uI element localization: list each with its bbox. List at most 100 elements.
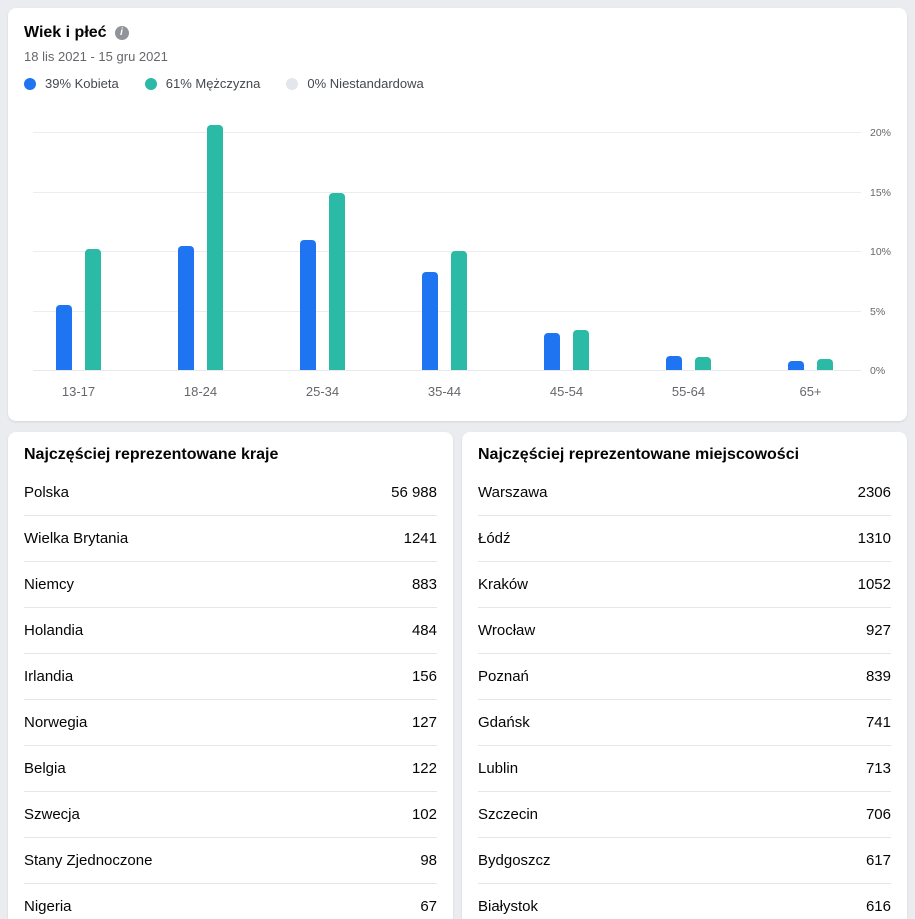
gridline-0% — [33, 370, 861, 371]
bar-group-45-54 — [544, 329, 589, 370]
bar-group-35-44 — [422, 251, 467, 370]
country-row-polska: Polska 56 988 — [24, 470, 437, 516]
city-row-szczecin: Szczecin 706 — [478, 792, 891, 838]
bar-kobieta-13-17[interactable] — [56, 304, 72, 370]
city-row-label: Lublin — [478, 760, 519, 777]
country-row-label: Niemcy — [24, 576, 75, 593]
city-row-value: 706 — [865, 806, 891, 823]
age-gender-chart: 20% 15% 10% 5% 0% — [33, 115, 892, 377]
country-row-label: Holandia — [24, 622, 84, 639]
age-gender-card: Wiek i płeć i 18 lis 2021 - 15 gru 2021 … — [8, 8, 907, 421]
x-axis: 13-17 18-24 25-34 35-44 45-54 55-64 65+ — [33, 384, 891, 399]
country-row-value: 67 — [420, 898, 437, 915]
chart-bars — [33, 115, 861, 370]
y-tick-10%: 10% — [870, 246, 892, 258]
country-row-label: Wielka Brytania — [24, 530, 129, 547]
country-row-nigeria: Nigeria 67 — [24, 884, 437, 919]
gridline-5% — [33, 310, 861, 312]
x-axis-labels: 13-17 18-24 25-34 35-44 45-54 55-64 65+ — [33, 384, 861, 399]
y-tick-15%: 15% — [870, 186, 892, 199]
city-row-label: Gdańsk — [478, 714, 530, 731]
legend-item-label: 39% Kobieta — [45, 76, 119, 91]
bar-group-25-34 — [300, 192, 345, 370]
country-row-label: Nigeria — [24, 898, 72, 915]
cities-card: Najczęściej reprezentowane miejscowości … — [462, 432, 907, 919]
y-axis: 20% 15% 10% 5% 0% — [861, 115, 892, 377]
city-row-value: 927 — [865, 622, 891, 639]
gridline-20% — [33, 132, 861, 133]
legend-item-0: 39% Kobieta — [24, 76, 119, 91]
cities-list: Warszawa 2306 Łódź 1310 Kraków 1052 Wrocław 927… — [478, 470, 891, 919]
bar-mężczyzna-65+[interactable] — [817, 359, 833, 370]
country-row-label: Belgia — [24, 760, 66, 777]
country-row-belgia: Belgia 122 — [24, 746, 437, 792]
y-tick-5%: 5% — [870, 305, 886, 318]
city-row-poznań: Poznań 839 — [478, 654, 891, 700]
x-label-35-44: 35-44 — [427, 384, 462, 399]
country-row-value: 484 — [411, 622, 437, 639]
country-row-label: Stany Zjednoczone — [24, 852, 153, 869]
country-row-irlandia: Irlandia 156 — [24, 654, 437, 700]
country-row-stany-zjednoczone: Stany Zjednoczone 98 — [24, 838, 437, 884]
country-row-value: 102 — [411, 806, 437, 823]
country-row-value: 156 — [411, 668, 437, 685]
bar-mężczyzna-45-54[interactable] — [573, 329, 589, 370]
bar-mężczyzna-13-17[interactable] — [85, 248, 101, 370]
x-label-18-24: 18-24 — [183, 384, 218, 399]
city-row-value: 1052 — [857, 576, 891, 593]
country-row-label: Szwecja — [24, 806, 80, 823]
bar-kobieta-25-34[interactable] — [300, 240, 316, 370]
bar-mężczyzna-18-24[interactable] — [207, 124, 223, 370]
y-tick-0%: 0% — [870, 365, 886, 377]
bar-group-13-17 — [56, 248, 101, 370]
bar-mężczyzna-25-34[interactable] — [329, 192, 345, 370]
city-row-value: 2306 — [857, 484, 891, 501]
legend-dot-icon — [144, 77, 157, 90]
age-gender-title: Wiek i płeć — [24, 24, 107, 41]
bar-mężczyzna-55-64[interactable] — [695, 356, 711, 370]
chart-legend: 39% Kobieta 61% Mężczyzna 0% Niestandardow… — [24, 76, 891, 91]
city-row-label: Poznań — [478, 668, 529, 685]
country-row-szwecja: Szwecja 102 — [24, 792, 437, 838]
bar-mężczyzna-35-44[interactable] — [451, 251, 467, 370]
bottom-cards-row: Najczęściej reprezentowane kraje Polska 5… — [8, 432, 907, 919]
x-label-45-54: 45-54 — [549, 384, 584, 399]
bar-kobieta-55-64[interactable] — [666, 355, 682, 370]
countries-card: Najczęściej reprezentowane kraje Polska 5… — [8, 432, 453, 919]
bar-kobieta-65+[interactable] — [788, 360, 804, 370]
legend-item-1: 61% Mężczyzna — [144, 76, 260, 91]
country-row-value: 127 — [411, 714, 437, 731]
info-icon[interactable]: i — [114, 26, 129, 40]
city-row-wrocław: Wrocław 927 — [478, 608, 891, 654]
y-tick-20%: 20% — [870, 127, 892, 139]
city-row-label: Bydgoszcz — [478, 852, 551, 869]
countries-card-title: Najczęściej reprezentowane kraje — [24, 446, 279, 463]
bar-group-18-24 — [178, 124, 223, 370]
city-row-bydgoszcz: Bydgoszcz 617 — [478, 838, 891, 884]
city-row-value: 617 — [865, 852, 891, 869]
x-label-25-34: 25-34 — [305, 384, 340, 399]
city-row-label: Wrocław — [478, 622, 536, 639]
legend-item-2: 0% Niestandardowa — [286, 76, 424, 91]
city-row-łódź: Łódź 1310 — [478, 516, 891, 562]
bar-kobieta-45-54[interactable] — [544, 333, 560, 370]
country-row-wielka-brytania: Wielka Brytania 1241 — [24, 516, 437, 562]
city-row-lublin: Lublin 713 — [478, 746, 891, 792]
city-row-label: Szczecin — [478, 806, 539, 823]
bar-kobieta-35-44[interactable] — [422, 272, 438, 370]
country-row-holandia: Holandia 484 — [24, 608, 437, 654]
country-row-value: 1241 — [403, 530, 437, 547]
x-label-55-64: 55-64 — [671, 384, 706, 399]
x-label-65+: 65+ — [799, 384, 822, 399]
cities-card-title: Najczęściej reprezentowane miejscowości — [478, 446, 800, 463]
city-row-value: 713 — [865, 760, 891, 777]
x-axis-spacer — [861, 384, 891, 399]
gridline-15% — [33, 191, 861, 193]
country-row-label: Norwegia — [24, 714, 88, 731]
city-row-kraków: Kraków 1052 — [478, 562, 891, 608]
city-row-value: 839 — [865, 668, 891, 685]
bar-group-65+ — [788, 359, 833, 370]
city-row-białystok: Białystok 616 — [478, 884, 891, 919]
bar-kobieta-18-24[interactable] — [178, 246, 194, 370]
